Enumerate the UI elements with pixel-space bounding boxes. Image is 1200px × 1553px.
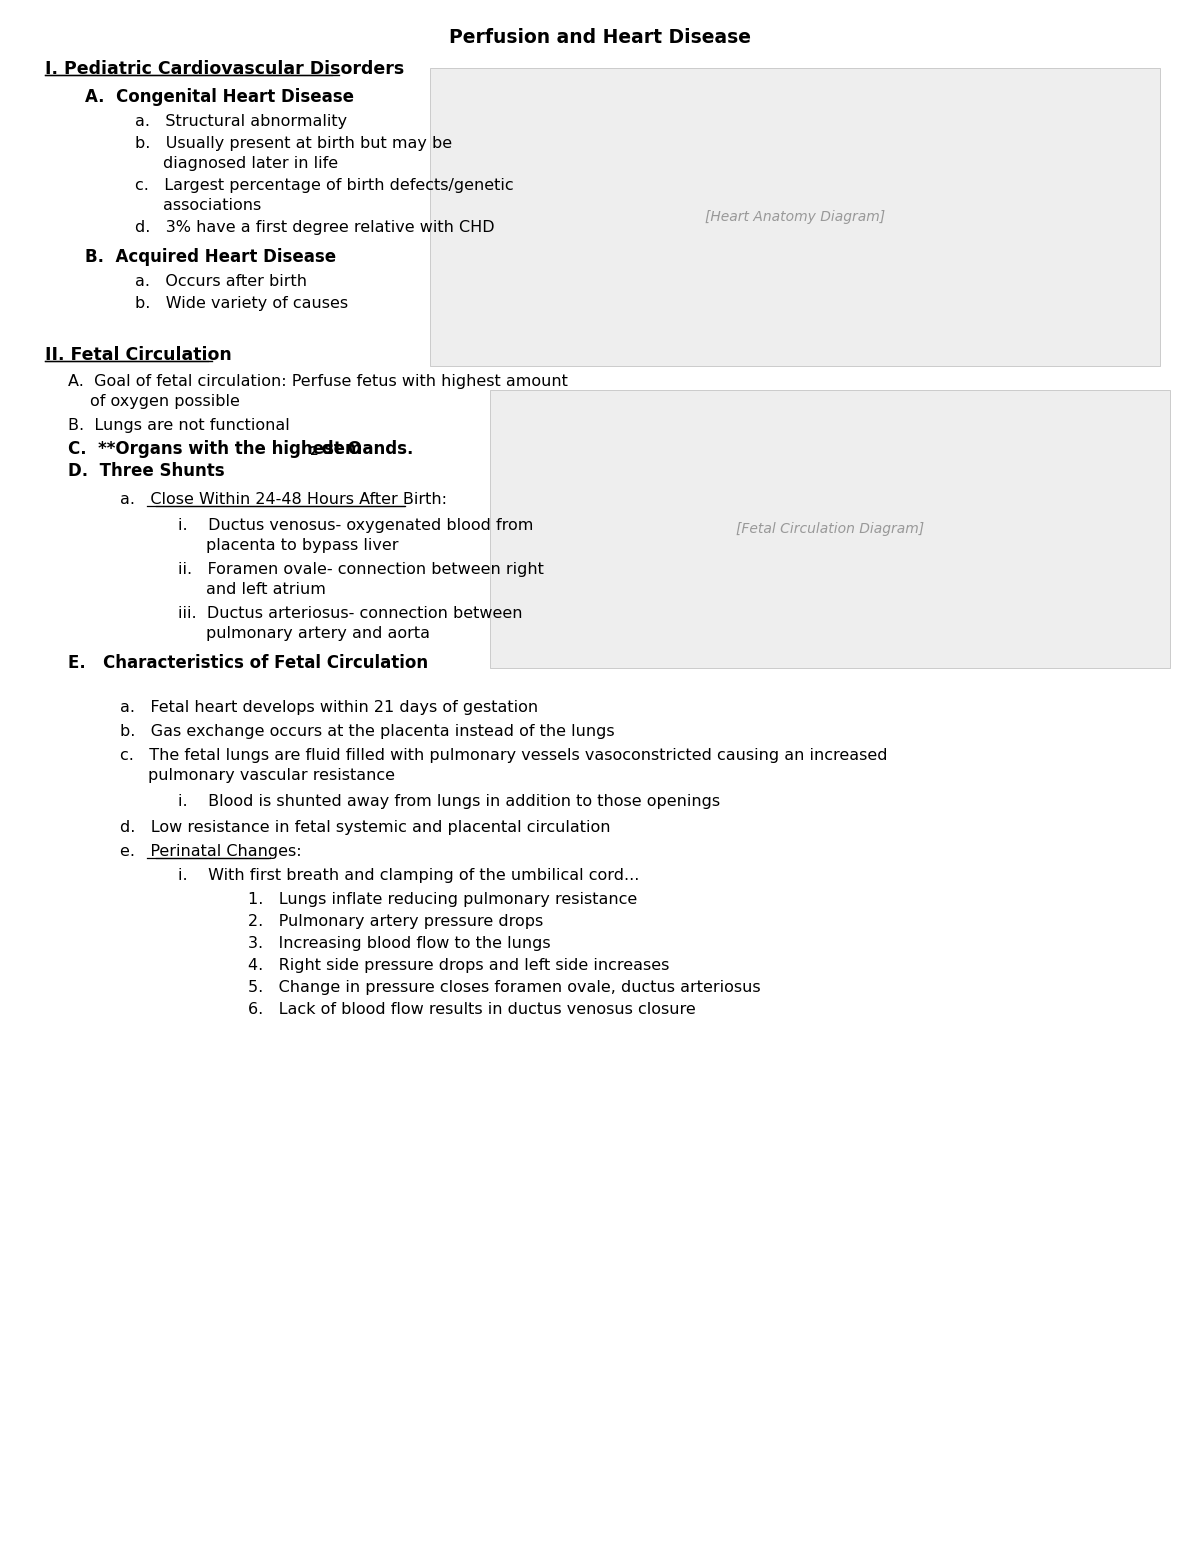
Text: b.   Wide variety of causes: b. Wide variety of causes (134, 297, 348, 311)
Text: a.   Fetal heart develops within 21 days of gestation: a. Fetal heart develops within 21 days o… (120, 700, 538, 714)
Text: 2.   Pulmonary artery pressure drops: 2. Pulmonary artery pressure drops (248, 915, 544, 929)
Text: C.  **Organs with the highest O: C. **Organs with the highest O (68, 439, 362, 458)
Text: D.  Three Shunts: D. Three Shunts (68, 461, 224, 480)
Text: i.    With first breath and clamping of the umbilical cord...: i. With first breath and clamping of the… (178, 868, 640, 884)
Text: of oxygen possible: of oxygen possible (90, 394, 240, 408)
Text: i.    Blood is shunted away from lungs in addition to those openings: i. Blood is shunted away from lungs in a… (178, 794, 720, 809)
Text: 4.   Right side pressure drops and left side increases: 4. Right side pressure drops and left si… (248, 958, 670, 974)
Text: ii.   Foramen ovale- connection between right: ii. Foramen ovale- connection between ri… (178, 562, 544, 578)
Text: 5.   Change in pressure closes foramen ovale, ductus arteriosus: 5. Change in pressure closes foramen ova… (248, 980, 761, 995)
Text: a.   Close Within 24-48 Hours After Birth:: a. Close Within 24-48 Hours After Birth: (120, 492, 446, 506)
Text: placenta to bypass liver: placenta to bypass liver (206, 537, 398, 553)
Text: a.   Structural abnormality: a. Structural abnormality (134, 113, 347, 129)
Text: iii.  Ductus arteriosus- connection between: iii. Ductus arteriosus- connection betwe… (178, 606, 522, 621)
Text: pulmonary artery and aorta: pulmonary artery and aorta (206, 626, 430, 641)
Text: c.   Largest percentage of birth defects/genetic: c. Largest percentage of birth defects/g… (134, 179, 514, 193)
Text: b.   Gas exchange occurs at the placenta instead of the lungs: b. Gas exchange occurs at the placenta i… (120, 724, 614, 739)
Text: pulmonary vascular resistance: pulmonary vascular resistance (148, 769, 395, 783)
Text: B.  Lungs are not functional: B. Lungs are not functional (68, 418, 289, 433)
Text: I. Pediatric Cardiovascular Disorders: I. Pediatric Cardiovascular Disorders (46, 61, 404, 78)
Text: and left atrium: and left atrium (206, 582, 326, 596)
Text: [Heart Anatomy Diagram]: [Heart Anatomy Diagram] (704, 210, 886, 224)
Text: demands.: demands. (316, 439, 414, 458)
Text: d.   Low resistance in fetal systemic and placental circulation: d. Low resistance in fetal systemic and … (120, 820, 611, 836)
Text: Perfusion and Heart Disease: Perfusion and Heart Disease (449, 28, 751, 47)
Text: 6.   Lack of blood flow results in ductus venosus closure: 6. Lack of blood flow results in ductus … (248, 1002, 696, 1017)
Text: d.   3% have a first degree relative with CHD: d. 3% have a first degree relative with … (134, 221, 494, 235)
Text: 2: 2 (310, 444, 318, 458)
Text: b.   Usually present at birth but may be: b. Usually present at birth but may be (134, 137, 452, 151)
Text: 3.   Increasing blood flow to the lungs: 3. Increasing blood flow to the lungs (248, 936, 551, 950)
Text: e.   Perinatal Changes:: e. Perinatal Changes: (120, 843, 301, 859)
Text: diagnosed later in life: diagnosed later in life (163, 155, 338, 171)
Bar (490, 390, 1170, 668)
Text: associations: associations (163, 197, 262, 213)
Text: 1.   Lungs inflate reducing pulmonary resistance: 1. Lungs inflate reducing pulmonary resi… (248, 891, 637, 907)
Bar (430, 68, 1160, 367)
Text: B.  Acquired Heart Disease: B. Acquired Heart Disease (85, 248, 336, 266)
Text: a.   Occurs after birth: a. Occurs after birth (134, 273, 307, 289)
Text: E.   Characteristics of Fetal Circulation: E. Characteristics of Fetal Circulation (68, 654, 428, 672)
Text: c.   The fetal lungs are fluid filled with pulmonary vessels vasoconstricted cau: c. The fetal lungs are fluid filled with… (120, 749, 888, 763)
Text: i.    Ductus venosus- oxygenated blood from: i. Ductus venosus- oxygenated blood from (178, 519, 533, 533)
Text: II. Fetal Circulation: II. Fetal Circulation (46, 346, 232, 363)
Text: A.  Goal of fetal circulation: Perfuse fetus with highest amount: A. Goal of fetal circulation: Perfuse fe… (68, 374, 568, 388)
Text: [Fetal Circulation Diagram]: [Fetal Circulation Diagram] (736, 522, 924, 536)
Text: A.  Congenital Heart Disease: A. Congenital Heart Disease (85, 89, 354, 106)
